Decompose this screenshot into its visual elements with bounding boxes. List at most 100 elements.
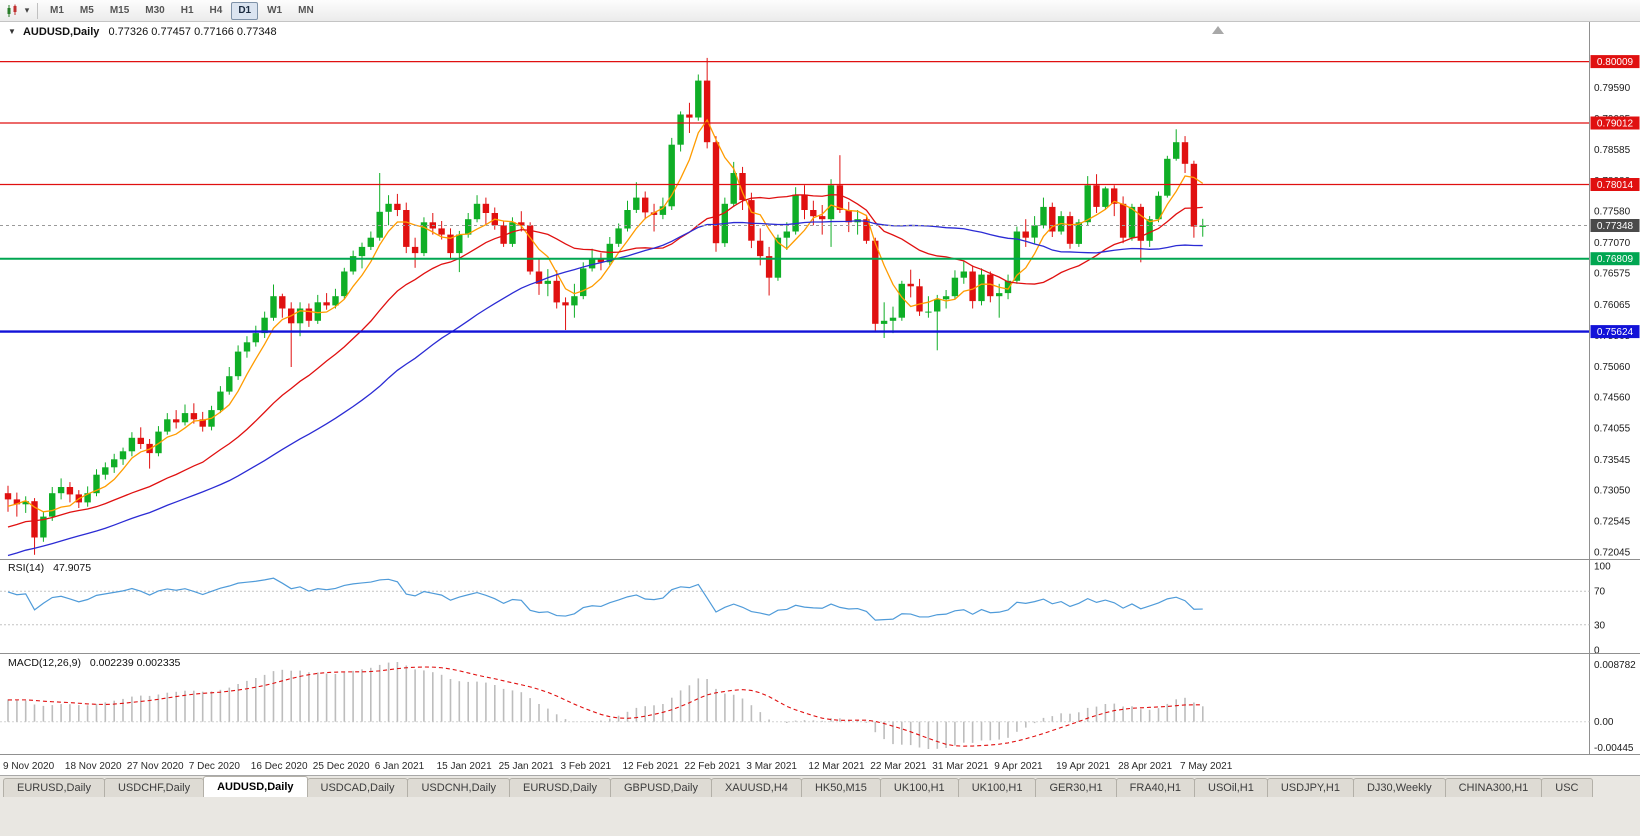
chart-tab-eurusd-daily[interactable]: EURUSD,Daily bbox=[509, 778, 611, 797]
svg-text:9 Apr 2021: 9 Apr 2021 bbox=[994, 761, 1043, 772]
svg-text:70: 70 bbox=[1594, 587, 1606, 598]
svg-text:27 Nov 2020: 27 Nov 2020 bbox=[127, 761, 184, 772]
price-badge bbox=[1590, 116, 1640, 130]
svg-text:25 Jan 2021: 25 Jan 2021 bbox=[499, 761, 554, 772]
chart-tab-bar: EURUSD,Daily USDCHF,Daily AUDUSD,Daily USDC… bbox=[0, 775, 1640, 797]
svg-text:3 Feb 2021: 3 Feb 2021 bbox=[561, 761, 612, 772]
svg-text:100: 100 bbox=[1594, 562, 1611, 573]
timeframe-button-m15[interactable]: M15 bbox=[109, 4, 130, 16]
toolbar: ▾ M1 M5 M15 M30 H1 H4 D1 W1 MN bbox=[0, 0, 1640, 22]
svg-text:0.008782: 0.008782 bbox=[1594, 660, 1636, 671]
window-bottom-filler bbox=[0, 797, 1640, 836]
macd-indicator-value: 0.002239 0.002335 bbox=[89, 657, 181, 669]
timeframe-button-h1[interactable]: H1 bbox=[180, 4, 194, 16]
timeframe-button-m1[interactable]: M1 bbox=[50, 4, 64, 16]
chart-tab-eurusd-daily[interactable]: EURUSD,Daily bbox=[3, 778, 105, 797]
macd-panel: 0.008782 0.00 -0.00445 bbox=[0, 660, 1636, 754]
svg-text:28 Apr 2021: 28 Apr 2021 bbox=[1118, 761, 1172, 772]
moving-average-lines bbox=[7, 118, 1204, 557]
svg-text:0: 0 bbox=[1594, 646, 1600, 657]
chart-tab-ger30-h1[interactable]: GER30,H1 bbox=[1035, 778, 1117, 797]
timeframe-button-m5[interactable]: M5 bbox=[79, 4, 94, 16]
timeframe-button-mn[interactable]: MN bbox=[298, 4, 314, 16]
svg-text:0.73545: 0.73545 bbox=[1594, 455, 1631, 466]
svg-text:0.75060: 0.75060 bbox=[1594, 362, 1631, 373]
chart-title-marker-icon: ▼ bbox=[8, 27, 16, 36]
price-badge bbox=[1590, 252, 1640, 266]
timeframe-button-d1[interactable]: D1 bbox=[231, 1, 259, 20]
svg-text:12 Feb 2021: 12 Feb 2021 bbox=[623, 761, 680, 772]
svg-text:7 May 2021: 7 May 2021 bbox=[1180, 761, 1233, 772]
chart-tab-usdchf-daily[interactable]: USDCHF,Daily bbox=[103, 778, 205, 797]
timeframe-buttons: M1 M5 M15 M30 H1 H4 D1 W1 MN bbox=[43, 1, 321, 20]
rsi-indicator-name: RSI(14) bbox=[8, 562, 45, 574]
svg-text:0.78585: 0.78585 bbox=[1594, 145, 1631, 156]
svg-text:0.74560: 0.74560 bbox=[1594, 393, 1631, 404]
chart-tab-usoil-h1[interactable]: USOil,H1 bbox=[1194, 778, 1268, 797]
chart-title: ▼ AUDUSD,Daily 0.77326 0.77457 0.77166 0… bbox=[8, 26, 277, 38]
svg-text:30: 30 bbox=[1594, 620, 1606, 631]
svg-text:6 Jan 2021: 6 Jan 2021 bbox=[375, 761, 425, 772]
svg-text:3 Mar 2021: 3 Mar 2021 bbox=[746, 761, 797, 772]
chart-tab-audusd-daily[interactable]: AUDUSD,Daily bbox=[203, 776, 308, 797]
chart-tab-xauusd-h4[interactable]: XAUUSD,H4 bbox=[710, 778, 802, 797]
svg-text:12 Mar 2021: 12 Mar 2021 bbox=[808, 761, 865, 772]
svg-text:0.76065: 0.76065 bbox=[1594, 300, 1631, 311]
chart-tab-usdcnh-daily[interactable]: USDCNH,Daily bbox=[407, 778, 511, 797]
price-badge bbox=[1590, 55, 1640, 69]
toolbar-separator bbox=[37, 2, 38, 19]
svg-text:0.77070: 0.77070 bbox=[1594, 238, 1631, 249]
chevron-down-icon[interactable]: ▾ bbox=[24, 5, 30, 15]
svg-text:0.76575: 0.76575 bbox=[1594, 269, 1631, 280]
chart-window-icon[interactable] bbox=[4, 2, 22, 20]
svg-text:0.75624: 0.75624 bbox=[1597, 327, 1634, 338]
chart-tab-hk50-m15[interactable]: HK50,M15 bbox=[800, 778, 881, 797]
price-axis: 0.795900.790850.785850.780800.775800.770… bbox=[1589, 22, 1640, 755]
chart-tab-usdcad-daily[interactable]: USDCAD,Daily bbox=[306, 778, 409, 797]
chart-ohlc-values: 0.77326 0.77457 0.77166 0.77348 bbox=[108, 26, 277, 38]
chart-tab-gbpusd-daily[interactable]: GBPUSD,Daily bbox=[610, 778, 712, 797]
svg-text:25 Dec 2020: 25 Dec 2020 bbox=[313, 761, 370, 772]
svg-text:0.72045: 0.72045 bbox=[1594, 548, 1631, 559]
svg-text:7 Dec 2020: 7 Dec 2020 bbox=[189, 761, 241, 772]
svg-text:0.77348: 0.77348 bbox=[1597, 221, 1634, 232]
chart-tab-fra40-h1[interactable]: FRA40,H1 bbox=[1115, 778, 1196, 797]
chart-tab-usc[interactable]: USC bbox=[1541, 778, 1593, 797]
svg-text:22 Mar 2021: 22 Mar 2021 bbox=[870, 761, 927, 772]
svg-text:9 Nov 2020: 9 Nov 2020 bbox=[3, 761, 55, 772]
timeframe-button-w1[interactable]: W1 bbox=[267, 4, 283, 16]
svg-text:16 Dec 2020: 16 Dec 2020 bbox=[251, 761, 308, 772]
price-badge bbox=[1590, 325, 1640, 339]
price-badge bbox=[1590, 219, 1640, 232]
chart-tab-uk100-h1[interactable]: UK100,H1 bbox=[879, 778, 959, 797]
svg-text:0.77580: 0.77580 bbox=[1594, 207, 1631, 218]
horizontal-level-lines[interactable] bbox=[0, 60, 1590, 333]
chart-symbol-label: AUDUSD,Daily bbox=[22, 26, 100, 38]
time-axis: 9 Nov 2020 18 Nov 2020 27 Nov 2020 7 Dec 20… bbox=[3, 761, 1233, 772]
macd-indicator-name: MACD(12,26,9) bbox=[8, 657, 81, 669]
chart-area[interactable]: 0.795900.790850.785850.780800.775800.770… bbox=[0, 22, 1640, 775]
svg-text:-0.00445: -0.00445 bbox=[1594, 743, 1634, 754]
chart-tab-china300-h1[interactable]: CHINA300,H1 bbox=[1444, 778, 1543, 797]
svg-text:0.72545: 0.72545 bbox=[1594, 517, 1631, 528]
rsi-panel: 100 70 30 0 bbox=[0, 562, 1611, 657]
svg-text:31 Mar 2021: 31 Mar 2021 bbox=[932, 761, 989, 772]
chart-shift-marker-icon bbox=[1212, 26, 1224, 34]
chart-tab-uk100-h1[interactable]: UK100,H1 bbox=[957, 778, 1037, 797]
svg-text:0.76809: 0.76809 bbox=[1597, 254, 1634, 265]
svg-text:22 Feb 2021: 22 Feb 2021 bbox=[684, 761, 741, 772]
main-price-pane[interactable] bbox=[0, 26, 1590, 557]
svg-text:0.78014: 0.78014 bbox=[1597, 180, 1634, 191]
rsi-indicator-value: 47.9075 bbox=[53, 562, 92, 574]
svg-text:19 Apr 2021: 19 Apr 2021 bbox=[1056, 761, 1110, 772]
chart-tab-dj30-weekly[interactable]: DJ30,Weekly bbox=[1352, 778, 1446, 797]
rsi-label: RSI(14) 47.9075 bbox=[8, 562, 91, 574]
svg-text:15 Jan 2021: 15 Jan 2021 bbox=[437, 761, 492, 772]
svg-text:0.00: 0.00 bbox=[1594, 717, 1614, 728]
chart-tab-usdjpy-h1[interactable]: USDJPY,H1 bbox=[1266, 778, 1354, 797]
timeframe-button-h4[interactable]: H4 bbox=[209, 4, 223, 16]
svg-text:0.80009: 0.80009 bbox=[1597, 57, 1634, 68]
svg-text:0.73050: 0.73050 bbox=[1594, 486, 1631, 497]
timeframe-button-m30[interactable]: M30 bbox=[145, 4, 165, 16]
